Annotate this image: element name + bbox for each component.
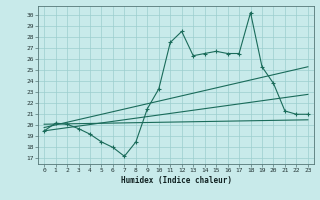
- X-axis label: Humidex (Indice chaleur): Humidex (Indice chaleur): [121, 176, 231, 185]
